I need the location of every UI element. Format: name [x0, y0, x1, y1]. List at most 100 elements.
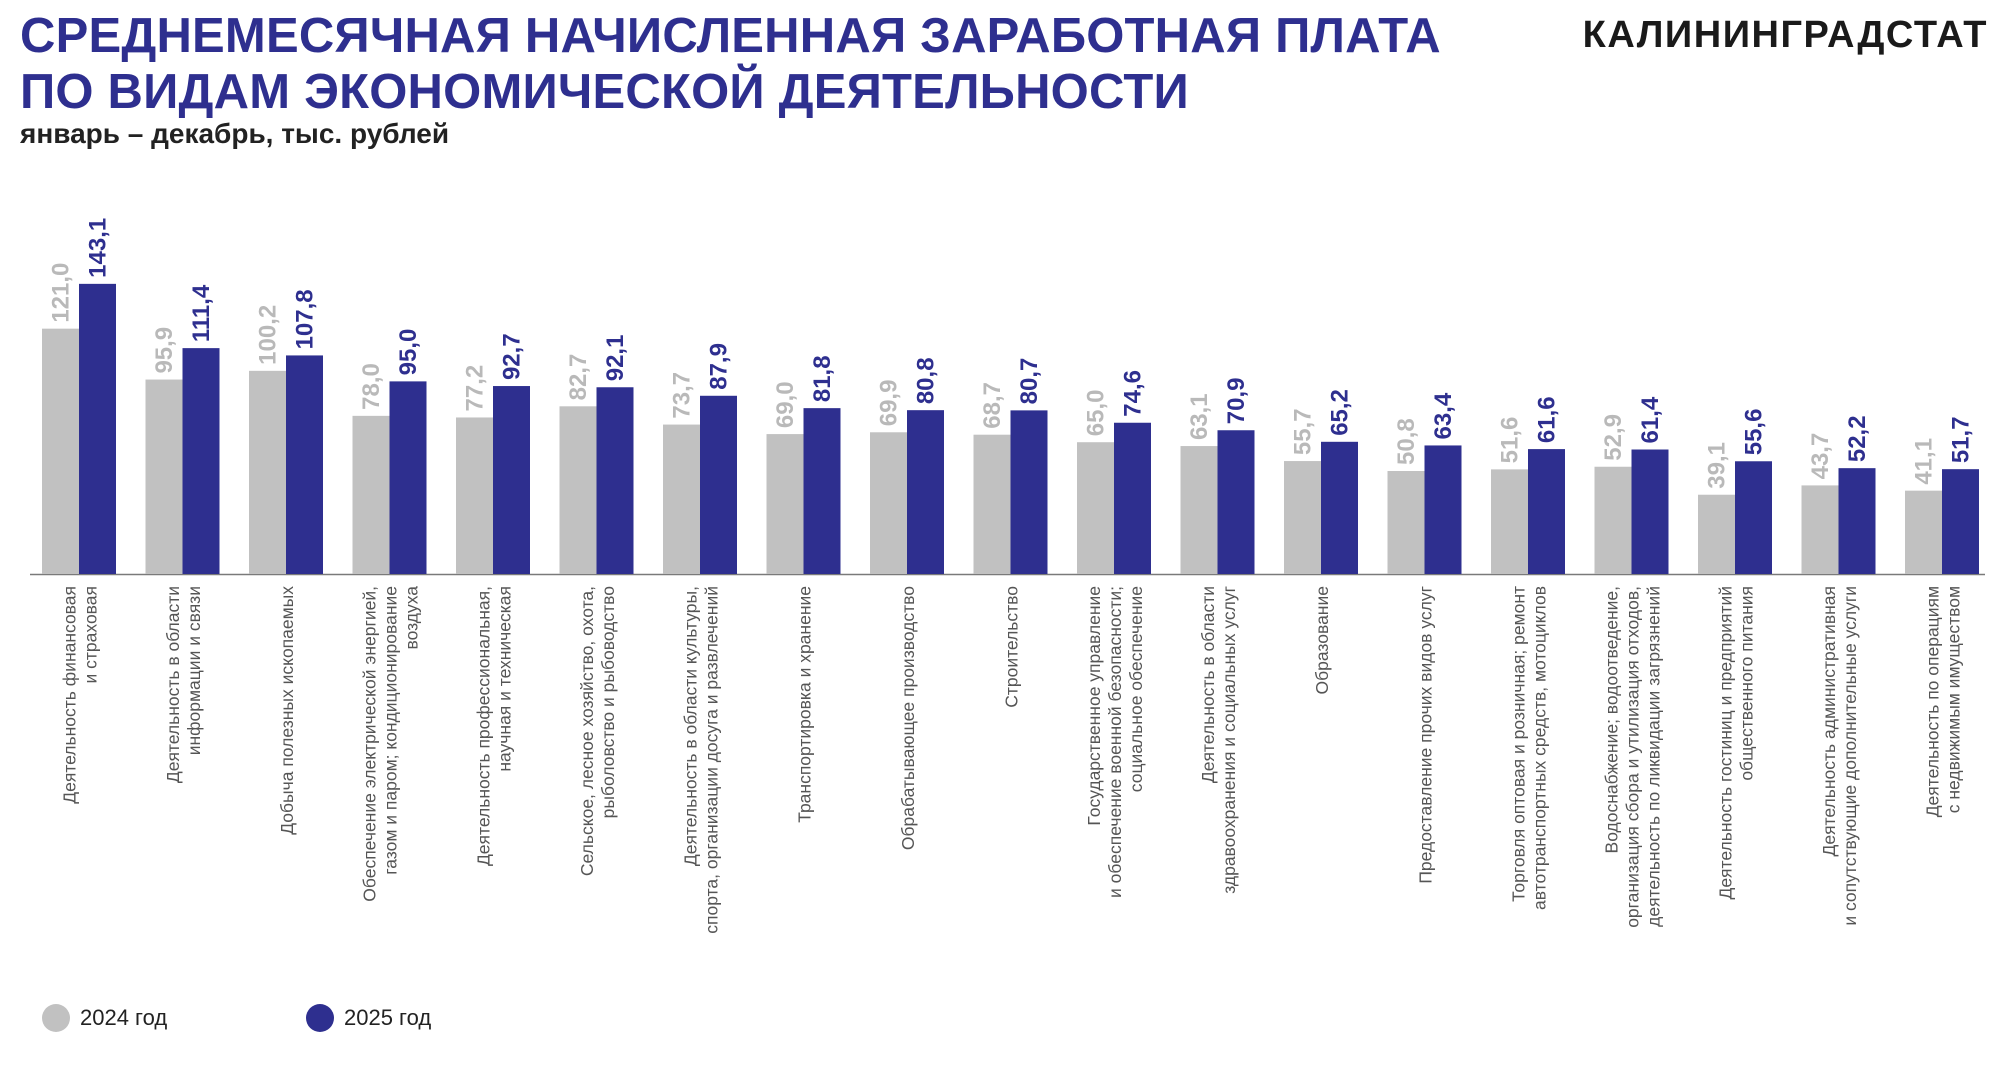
category-label-1: Деятельность в области информации и связи — [163, 586, 204, 783]
category-label-line: Торговля оптовая и розничная; ремонт — [1509, 586, 1529, 902]
value-label-2025-2: 107,8 — [292, 289, 319, 349]
value-label-2024-2: 100,2 — [255, 305, 282, 365]
bar-2024-5 — [559, 406, 597, 574]
legend-label-2025: 2025 год — [344, 1005, 432, 1030]
bar-2025-12 — [1321, 441, 1358, 574]
value-label-2024-0: 121,0 — [48, 263, 75, 323]
category-label-line: Деятельность в области — [1198, 586, 1218, 783]
value-label-2025-1: 111,4 — [188, 284, 215, 342]
category-label-line: и обеспечение военной безопасности; — [1105, 586, 1125, 898]
category-label-line: Образование — [1312, 586, 1332, 694]
value-label-2024-7: 69,0 — [772, 381, 799, 428]
bar-2025-14 — [1528, 449, 1565, 574]
bar-2025-8 — [907, 410, 944, 574]
value-label-2024-10: 65,0 — [1083, 389, 1110, 436]
bar-chart: 121,0 143,1 Деятельность финансовая и страх… — [30, 218, 1985, 934]
bar-2024-4 — [456, 417, 493, 574]
category-label-line: Предоставление прочих видов услуг — [1416, 586, 1436, 884]
category-label-line: научная и техническая — [495, 586, 515, 772]
value-label-2025-12: 65,2 — [1327, 389, 1354, 436]
value-label-2024-9: 68,7 — [979, 382, 1006, 429]
bar-2025-17 — [1838, 468, 1876, 574]
category-label-line: газом и паром; кондиционирование — [381, 586, 401, 875]
category-label-line: информации и связи — [184, 586, 204, 755]
category-label-line: и сопутствующие дополнительные услуги — [1840, 586, 1860, 926]
category-label-4: Деятельность профессиональная, научная и … — [474, 586, 515, 866]
value-label-2025-18: 51,7 — [1948, 416, 1975, 463]
bar-2025-15 — [1631, 449, 1669, 574]
category-label-6: Деятельность в области культуры, спорта, … — [681, 586, 722, 934]
value-label-2025-3: 95,0 — [395, 329, 422, 376]
bar-2025-10 — [1114, 422, 1151, 574]
bar-2025-4 — [493, 386, 530, 574]
bar-2024-6 — [663, 424, 700, 574]
category-label-line: Обеспечение электрической энергией, — [360, 586, 380, 902]
legend-label-2024: 2024 год — [80, 1005, 168, 1030]
category-label-line: спорта, организации досуга и развлечений — [702, 586, 722, 934]
category-label-line: общественного питания — [1737, 586, 1757, 781]
bar-2024-16 — [1698, 494, 1735, 574]
value-label-2024-6: 73,7 — [669, 372, 696, 419]
bar-2024-7 — [766, 434, 804, 574]
bar-2024-9 — [973, 434, 1011, 574]
value-label-2024-4: 77,2 — [462, 365, 489, 412]
bar-2025-9 — [1010, 410, 1048, 574]
bar-2025-1 — [182, 348, 220, 574]
value-label-2025-10: 74,6 — [1120, 370, 1147, 417]
category-label-line: рыболовство и рыбоводство — [598, 586, 618, 818]
category-label-14: Торговля оптовая и розничная; ремонт авто… — [1509, 586, 1550, 910]
category-label-17: Деятельность административная и сопутству… — [1819, 586, 1860, 926]
bar-2024-2 — [249, 370, 286, 574]
legend-swatch-2024 — [42, 1004, 70, 1032]
category-label-11: Деятельность в области здравоохранения и … — [1198, 586, 1239, 894]
bar-2025-18 — [1942, 469, 1979, 574]
value-label-2025-0: 143,1 — [85, 218, 112, 278]
category-label-line: с недвижимым имуществом — [1944, 586, 1964, 813]
category-label-line: Строительство — [1002, 586, 1022, 708]
brand-logo-text: КАЛИНИНГРАДСТАТ — [1582, 14, 1988, 56]
value-label-2024-1: 95,9 — [151, 327, 178, 374]
bar-2024-15 — [1594, 466, 1632, 574]
bar-2025-11 — [1217, 430, 1255, 574]
category-label-line: Деятельность гостиниц и предприятий — [1716, 586, 1736, 900]
category-label-8: Обрабатывающее производство — [898, 586, 918, 850]
bar-2024-18 — [1905, 490, 1942, 574]
bar-2024-8 — [870, 432, 907, 574]
value-label-2024-11: 63,1 — [1186, 393, 1213, 440]
category-label-line: Водоснабжение; водоотведение, — [1602, 586, 1622, 853]
value-label-2025-9: 80,7 — [1016, 358, 1043, 405]
category-label-line: Деятельность административная — [1819, 586, 1839, 857]
category-label-7: Транспортировка и хранение — [795, 586, 815, 823]
bar-2025-5 — [596, 387, 634, 574]
category-label-line: Транспортировка и хранение — [795, 586, 815, 823]
category-label-line: Деятельность в области — [163, 586, 183, 783]
bar-2025-0 — [79, 283, 116, 574]
value-label-2025-7: 81,8 — [809, 355, 836, 402]
chart-title: СРЕДНЕМЕСЯЧНАЯ НАЧИСЛЕННАЯ ЗАРАБОТНАЯ ПЛ… — [20, 8, 1441, 120]
category-label-line: Деятельность финансовая — [60, 586, 80, 804]
category-label-16: Деятельность гостиниц и предприятий общес… — [1716, 586, 1757, 900]
bar-2024-3 — [352, 415, 390, 574]
value-label-2024-5: 82,7 — [565, 354, 592, 401]
value-label-2025-13: 63,4 — [1430, 392, 1457, 439]
category-label-9: Строительство — [1002, 586, 1022, 708]
value-label-2025-8: 80,8 — [913, 357, 940, 404]
value-label-2025-5: 92,1 — [602, 335, 629, 382]
bar-2025-6 — [700, 395, 737, 574]
category-label-line: здравоохранения и социальных услуг — [1219, 586, 1239, 894]
category-label-15: Водоснабжение; водоотведение, организация… — [1602, 586, 1664, 928]
bar-2025-3 — [389, 381, 427, 574]
bar-2024-0 — [42, 328, 79, 574]
category-label-line: воздуха — [402, 586, 422, 650]
value-label-2025-16: 55,6 — [1741, 409, 1768, 456]
category-label-line: Сельское, лесное хозяйство, охота, — [577, 586, 597, 876]
category-label-18: Деятельность по операциям с недвижимым им… — [1923, 586, 1964, 817]
bar-2024-17 — [1801, 485, 1839, 574]
bar-2025-13 — [1424, 445, 1462, 574]
category-label-2: Добыча полезных ископаемых — [277, 586, 297, 835]
category-label-13: Предоставление прочих видов услуг — [1416, 586, 1436, 884]
value-label-2024-18: 41,1 — [1911, 438, 1938, 485]
bar-2025-7 — [803, 408, 841, 574]
value-label-2025-15: 61,4 — [1637, 396, 1664, 443]
legend-swatch-2025 — [306, 1004, 334, 1032]
